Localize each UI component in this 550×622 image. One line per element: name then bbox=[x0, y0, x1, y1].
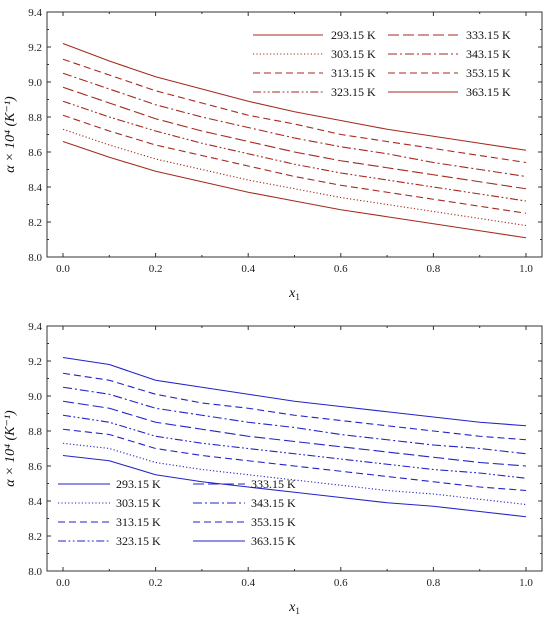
x-tick-label: 0.6 bbox=[334, 263, 348, 275]
legend-label: 343.15 K bbox=[466, 47, 511, 61]
chart-panel-bottom: 8.0 8.2 8.4 8.6 8.8 9.0 9.2 9.4 0.0 0.2 0.4 0.6 0.8 1… bbox=[3, 321, 543, 616]
y-tick-label: 9.0 bbox=[28, 77, 42, 89]
series-line-35315 bbox=[62, 58, 527, 164]
series-line-30315 bbox=[62, 442, 527, 506]
legend-label: 313.15 K bbox=[331, 66, 376, 80]
series-line-36315 bbox=[62, 356, 527, 427]
y-tick-label: 8.6 bbox=[28, 147, 42, 159]
series-line-32315 bbox=[62, 414, 527, 479]
x-tick-label: 0.0 bbox=[56, 263, 70, 275]
y-tick-label: 8.4 bbox=[28, 496, 42, 508]
x-tick-label: 0.2 bbox=[149, 577, 163, 589]
y-tick-label: 9.4 bbox=[28, 321, 42, 333]
legend: 293.15 K 303.15 K 313.15 K 323.15 K 333.15 K… bbox=[253, 28, 511, 99]
legend-label: 363.15 K bbox=[251, 534, 296, 548]
y-tick-label: 8.8 bbox=[28, 112, 42, 124]
y-tick-label: 8.2 bbox=[28, 217, 42, 229]
y-tick-label: 9.2 bbox=[28, 42, 42, 54]
series-line-33315 bbox=[62, 86, 527, 190]
x-tick-label: 0.8 bbox=[427, 263, 441, 275]
y-tick-label: 8.0 bbox=[28, 252, 42, 264]
chart-panel-top: 8.0 8.2 8.4 8.6 8.8 9.0 9.2 9.4 0.0 0.2 0.4 0.6 0.8 1… bbox=[3, 7, 543, 302]
series-line-29315 bbox=[62, 140, 527, 239]
legend-label: 313.15 K bbox=[116, 515, 161, 529]
legend-label: 353.15 K bbox=[251, 515, 296, 529]
series-line-33315 bbox=[62, 400, 527, 467]
x-axis-title: x1 bbox=[288, 600, 300, 616]
series-line-31315 bbox=[62, 428, 527, 492]
series-line-31315 bbox=[62, 114, 527, 214]
legend-label: 293.15 K bbox=[331, 28, 376, 42]
x-tick-label: 1.0 bbox=[519, 263, 533, 275]
x-tick-label: 0.8 bbox=[427, 577, 441, 589]
legend-label: 343.15 K bbox=[251, 496, 296, 510]
legend-label: 323.15 K bbox=[116, 534, 161, 548]
legend-label: 293.15 K bbox=[116, 477, 161, 491]
series-line-35315 bbox=[62, 372, 527, 441]
y-tick-label: 8.0 bbox=[28, 566, 42, 578]
legend-label: 333.15 K bbox=[466, 28, 511, 42]
x-tick-label: 1.0 bbox=[519, 577, 533, 589]
series-line-34315 bbox=[62, 72, 527, 178]
y-axis-title: α × 10⁴ (K⁻¹) bbox=[3, 410, 18, 487]
legend: 293.15 K 303.15 K 313.15 K 323.15 K 333.15 K… bbox=[58, 477, 296, 548]
legend-label: 303.15 K bbox=[331, 47, 376, 61]
legend-label: 323.15 K bbox=[331, 85, 376, 99]
x-tick-label: 0.0 bbox=[56, 577, 70, 589]
x-tick-label: 0.4 bbox=[241, 577, 255, 589]
y-axis-title: α × 10⁴ (K⁻¹) bbox=[3, 96, 18, 173]
series-line-34315 bbox=[62, 386, 527, 455]
y-tick-label: 8.2 bbox=[28, 531, 42, 543]
x-tick-label: 0.2 bbox=[149, 263, 163, 275]
legend-label: 303.15 K bbox=[116, 496, 161, 510]
series-line-32315 bbox=[62, 100, 527, 202]
series-line-29315 bbox=[62, 454, 527, 518]
y-tick-label: 9.4 bbox=[28, 7, 42, 19]
legend-label: 353.15 K bbox=[466, 66, 511, 80]
x-tick-label: 0.6 bbox=[334, 577, 348, 589]
y-tick-label: 8.8 bbox=[28, 426, 42, 438]
y-tick-label: 8.4 bbox=[28, 182, 42, 194]
y-tick-label: 8.6 bbox=[28, 461, 42, 473]
y-tick-label: 9.2 bbox=[28, 356, 42, 368]
y-tick-label: 9.0 bbox=[28, 391, 42, 403]
x-tick-label: 0.4 bbox=[241, 263, 255, 275]
x-axis-title: x1 bbox=[288, 286, 300, 302]
legend-label: 363.15 K bbox=[466, 85, 511, 99]
legend-label: 333.15 K bbox=[251, 477, 296, 491]
series-line-36315 bbox=[62, 42, 527, 151]
series-line-30315 bbox=[62, 128, 527, 227]
